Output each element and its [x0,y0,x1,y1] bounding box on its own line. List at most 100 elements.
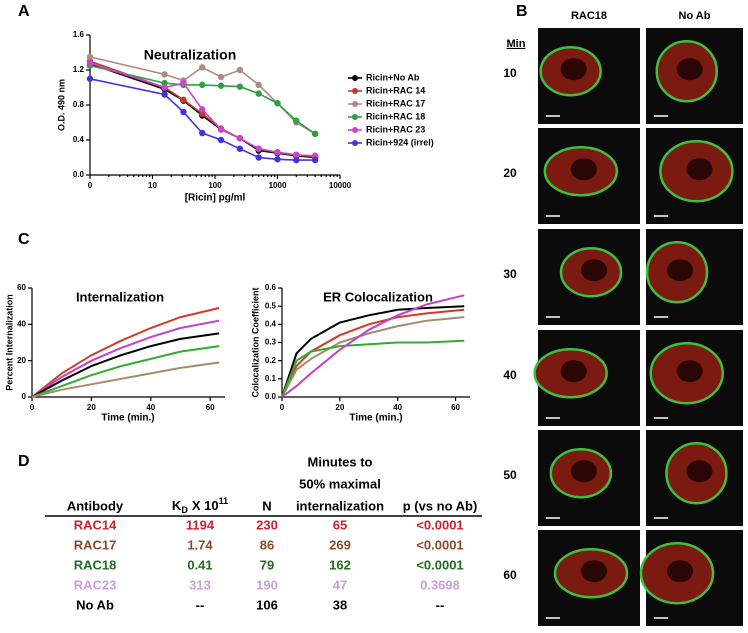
data-point [311,152,319,159]
legend-marker [352,114,358,120]
table-cell: 190 [256,577,278,592]
y-axis-label: Colocalization Coefficient [250,287,260,397]
micrograph [538,430,640,526]
y-tick-label: 0.8 [73,100,85,109]
table-cell: <0.0001 [416,537,463,552]
nucleus [570,460,597,483]
table-cell: 269 [329,537,351,552]
series-line [31,361,220,398]
x-tick-label: 1000 [269,181,287,190]
data-point [255,90,262,97]
series-line [89,62,316,157]
nucleus [676,360,703,383]
micrograph [538,128,640,224]
data-point [217,82,225,89]
data-point [199,106,206,113]
nucleus [560,58,587,81]
table-cell: 65 [333,517,347,532]
table-cell: 38 [333,597,347,612]
y-tick-label: 0.4 [265,319,277,328]
data-point [161,91,168,98]
series-line [281,316,465,398]
data-point [311,130,319,138]
kd-superscript: 11 [219,496,229,506]
data-point [217,136,225,144]
column-header: RAC18 [571,10,607,22]
kd-subscript: D [181,505,188,515]
column-header: No Ab [679,10,711,22]
micrograph [538,229,640,325]
series-line [31,319,220,398]
legend-marker [352,88,358,94]
legend-label: Ricin+RAC 14 [366,85,425,95]
table-cell: -- [436,597,445,612]
micrograph [538,530,640,626]
data-point [293,156,300,164]
panel-label: C [18,231,30,248]
x-axis-label: Time (min.) [101,413,154,424]
series-line [281,294,465,398]
x-tick-label: 60 [206,403,215,412]
micrograph [646,28,743,124]
row-label: 30 [503,267,517,281]
legend-label: Ricin+No Ab [366,72,420,82]
data-point [180,96,187,103]
table-header: p (vs no Ab) [403,498,478,513]
y-tick-label: 60 [17,283,26,292]
table-cell: 0.41 [187,557,212,572]
row-label: 20 [503,166,517,180]
x-tick-label: 0 [88,181,93,190]
data-point [293,117,300,124]
data-point [255,145,262,152]
data-point [311,156,319,164]
x-tick-label: 10 [148,181,157,190]
table-cell: No Ab [76,597,114,612]
row-label: 10 [503,66,517,80]
table-cell: 162 [329,557,351,572]
nucleus [581,560,608,583]
series-line [31,307,220,398]
table-header: 50% maximal [299,476,381,491]
data-point [161,71,168,78]
micrograph [538,28,640,124]
x-tick-label: 0 [30,403,35,412]
y-tick-label: 20 [17,356,26,365]
y-tick-label: 0.4 [73,135,85,144]
data-point [236,83,244,90]
data-point [161,84,168,91]
panel-label: A [18,3,30,20]
x-tick-label: 40 [146,403,155,412]
legend-marker [352,127,358,133]
row-label: 50 [503,468,517,482]
kd-symbol: K [172,498,182,513]
x-tick-label: 0 [280,403,285,412]
table-cell: 79 [260,557,274,572]
table-cell: 0.3698 [420,577,460,592]
kd-text: X 10 [192,498,219,513]
table-cell: 86 [260,537,274,552]
nucleus [667,259,694,282]
table-cell: <0.0001 [416,557,463,572]
table-header: internalization [296,498,384,513]
y-tick-label: 0.3 [265,338,277,347]
series-line [281,339,465,398]
nucleus [676,58,703,81]
data-point [86,53,94,61]
table-header: Minutes to [308,454,373,469]
series-line [89,78,316,161]
series-line [31,332,220,398]
series-line [89,64,316,135]
y-tick-label: 0.0 [265,392,277,401]
panel-label: B [516,3,528,20]
table-header: Antibody [67,498,124,513]
data-point [255,154,262,161]
table-cell: RAC14 [74,517,117,532]
data-point [236,145,244,152]
y-tick-label: 0.0 [73,170,85,179]
y-tick-label: 0.5 [265,301,277,310]
data-point [217,126,225,133]
y-tick-label: 1.2 [73,65,85,74]
series-line [281,308,465,398]
data-point [293,151,300,159]
legend-label: Ricin+RAC 23 [366,124,425,134]
